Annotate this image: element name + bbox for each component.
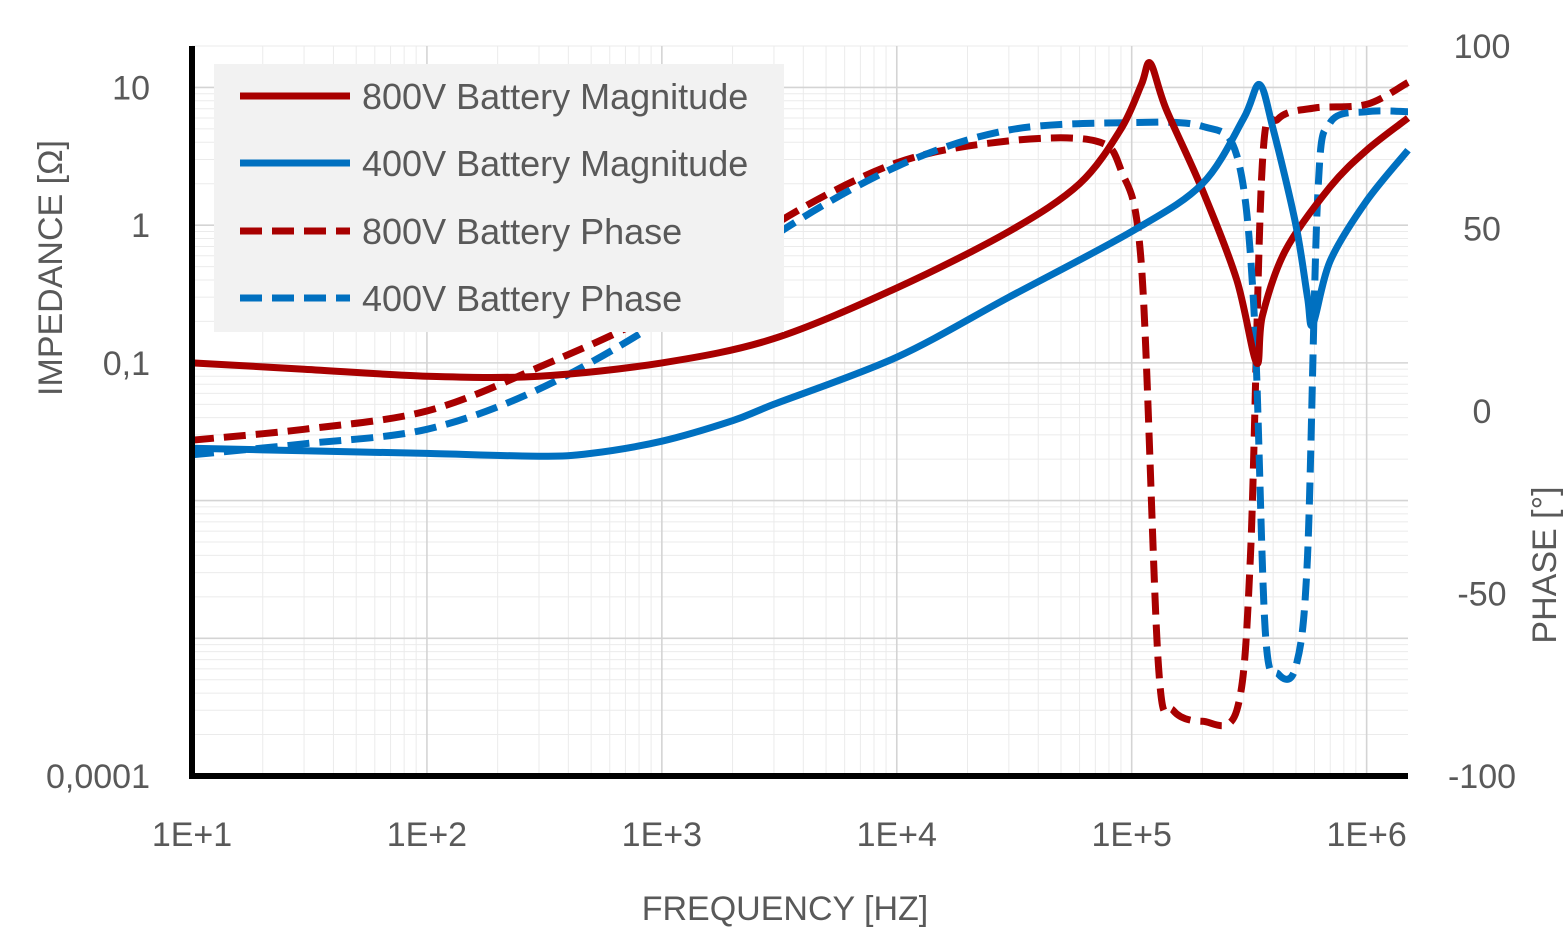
series-line-2 [191,79,1410,730]
legend-label: 800V Battery Phase [362,211,682,252]
tick-labels: 1E+1 1E+2 1E+3 1E+4 1E+5 1E+6 10 1 0,1 0,0001 100 5… [46,28,1516,854]
x-tick-label: 1E+5 [1092,816,1172,854]
axes [189,46,1408,779]
x-axis-title: FREQUENCY [HZ] [642,890,929,928]
x-tick-label: 1E+6 [1326,816,1406,854]
y-tick-label: 1 [131,207,150,245]
y2-tick-label: -100 [1448,758,1516,796]
y-axis-title: IMPEDANCE [Ω] [32,140,70,396]
y2-tick-label: -50 [1457,576,1506,614]
y-tick-label: 0,1 [103,345,150,383]
x-tick-label: 1E+1 [152,816,232,854]
series-layer [191,59,1411,730]
y-tick-label: 10 [112,69,150,107]
x-tick-label: 1E+2 [387,816,467,854]
legend-label: 400V Battery Magnitude [362,143,748,184]
y2-axis-title: PHASE [°] [1526,486,1564,643]
y-tick-label: 0,0001 [46,758,150,796]
y2-tick-label: 100 [1454,28,1511,66]
y2-tick-label: 50 [1463,211,1501,249]
x-tick-label: 1E+4 [857,816,937,854]
x-tick-label: 1E+3 [622,816,702,854]
series-line-1 [191,81,1411,460]
legend-label: 400V Battery Phase [362,278,682,319]
legend-label: 800V Battery Magnitude [362,76,748,117]
legend-box [214,64,784,332]
y2-tick-label: 0 [1473,393,1492,431]
legend: 800V Battery Magnitude 400V Battery Magni… [214,64,784,332]
series-line-0 [191,59,1411,381]
